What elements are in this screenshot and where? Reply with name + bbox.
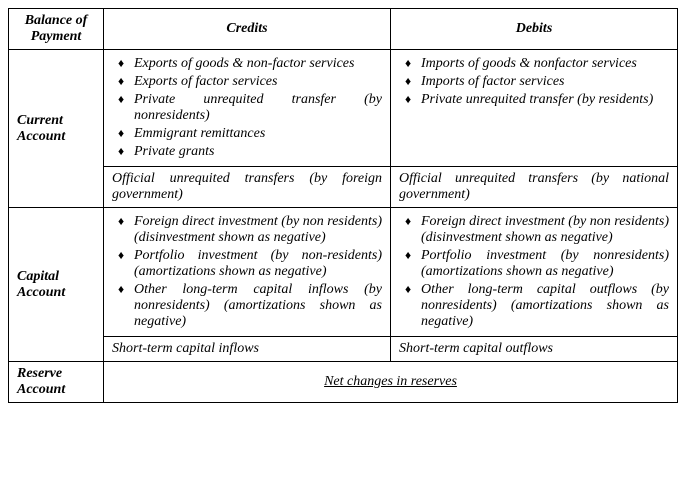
reserve-text: Net changes in reserves xyxy=(104,362,678,403)
balance-of-payment-table: Balance of Payment Credits Debits Curren… xyxy=(8,8,678,403)
current-credits-cell: Exports of goods & non-factor services E… xyxy=(104,50,391,167)
header-row: Balance of Payment Credits Debits xyxy=(9,9,678,50)
list-item: Private unrequited transfer (by nonresid… xyxy=(118,92,382,124)
current-account-label: Current Account xyxy=(9,50,104,208)
capital-debits-list: Foreign direct investment (by non reside… xyxy=(399,214,669,330)
list-item: Emmigrant remittances xyxy=(118,126,382,142)
capital-account-label: Capital Account xyxy=(9,208,104,362)
reserve-account-row: Reserve Account Net changes in reserves xyxy=(9,362,678,403)
current-debits-list: Imports of goods & nonfactor services Im… xyxy=(399,56,669,108)
current-credits-list: Exports of goods & non-factor services E… xyxy=(112,56,382,160)
capital-credits-short: Short-term capital inflows xyxy=(104,337,391,362)
list-item: Foreign direct investment (by non reside… xyxy=(405,214,669,246)
current-credits-official: Official unrequited transfers (by foreig… xyxy=(104,167,391,208)
list-item: Other long-term capital inflows (by nonr… xyxy=(118,282,382,330)
list-item: Other long-term capital outflows (by non… xyxy=(405,282,669,330)
header-credits: Credits xyxy=(104,9,391,50)
current-official-row: Official unrequited transfers (by foreig… xyxy=(9,167,678,208)
list-item: Foreign direct investment (by non reside… xyxy=(118,214,382,246)
header-bop: Balance of Payment xyxy=(9,9,104,50)
capital-debits-short: Short-term capital outflows xyxy=(391,337,678,362)
capital-debits-cell: Foreign direct investment (by non reside… xyxy=(391,208,678,337)
list-item: Imports of goods & nonfactor services xyxy=(405,56,669,72)
list-item: Exports of factor services xyxy=(118,74,382,90)
list-item: Exports of goods & non-factor services xyxy=(118,56,382,72)
list-item: Imports of factor services xyxy=(405,74,669,90)
current-debits-official: Official unrequited transfers (by nation… xyxy=(391,167,678,208)
current-account-row: Current Account Exports of goods & non-f… xyxy=(9,50,678,167)
capital-credits-cell: Foreign direct investment (by non reside… xyxy=(104,208,391,337)
capital-account-row: Capital Account Foreign direct investmen… xyxy=(9,208,678,337)
list-item: Portfolio investment (by non-residents) … xyxy=(118,248,382,280)
header-debits: Debits xyxy=(391,9,678,50)
list-item: Portfolio investment (by nonresidents) (… xyxy=(405,248,669,280)
capital-short-row: Short-term capital inflows Short-term ca… xyxy=(9,337,678,362)
current-debits-cell: Imports of goods & nonfactor services Im… xyxy=(391,50,678,167)
list-item: Private grants xyxy=(118,144,382,160)
reserve-account-label: Reserve Account xyxy=(9,362,104,403)
capital-credits-list: Foreign direct investment (by non reside… xyxy=(112,214,382,330)
list-item: Private unrequited transfer (by resident… xyxy=(405,92,669,108)
